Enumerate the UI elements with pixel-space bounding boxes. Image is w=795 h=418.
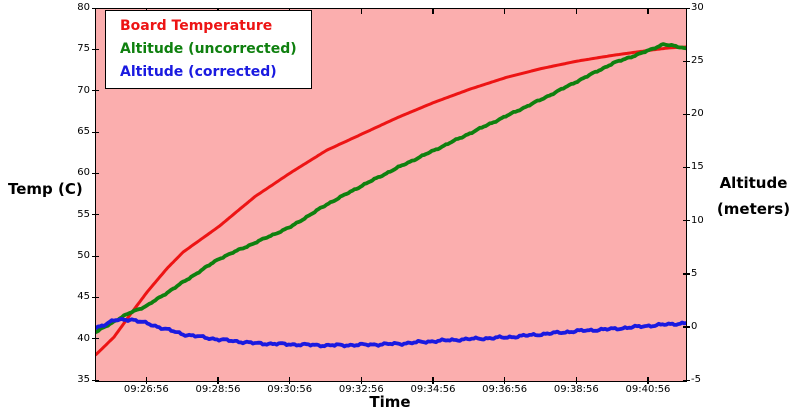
x-tick-mark xyxy=(360,377,363,384)
y-axis-title-left: Temp (C) xyxy=(8,180,83,198)
y-left-tick-label: 70 xyxy=(77,84,90,96)
y-left-tick-label: 60 xyxy=(77,167,90,179)
x-tick-label: 09:28:56 xyxy=(195,384,241,395)
x-tick-mark xyxy=(217,377,219,384)
x-tick-mark xyxy=(647,377,649,384)
y-right-tick-mark xyxy=(682,113,690,116)
y-left-tick-mark xyxy=(92,338,99,340)
series-line-2 xyxy=(96,316,686,349)
legend: Board Temperature Altitude (uncorrected)… xyxy=(105,10,312,89)
y-right-tick-label: 5 xyxy=(691,267,698,279)
y-left-tick-label: 75 xyxy=(77,43,90,55)
x-tick-label: 09:40:56 xyxy=(625,384,671,395)
x-tick-mark-top xyxy=(360,9,363,14)
y-right-tick-mark xyxy=(682,326,690,328)
y-right-tick-label: 25 xyxy=(691,55,704,67)
legend-item-altitude-uncorrected: Altitude (uncorrected) xyxy=(120,38,297,61)
x-tick-mark xyxy=(432,377,434,384)
y-axis-title-right-line2: (meters) xyxy=(716,200,791,218)
legend-item-board-temperature: Board Temperature xyxy=(120,15,297,38)
y-left-tick-mark xyxy=(92,7,99,9)
y-right-tick-label: 20 xyxy=(691,108,704,120)
y-left-tick-label: 80 xyxy=(77,2,90,13)
legend-label: Altitude (uncorrected) xyxy=(120,41,297,57)
y-right-tick-label: 10 xyxy=(691,214,704,226)
x-tick-label: 09:38:56 xyxy=(553,384,599,395)
x-tick-label: 09:30:56 xyxy=(267,384,313,395)
series-line-1 xyxy=(96,42,686,335)
y-right-tick-mark xyxy=(682,379,690,381)
x-axis-title: Time xyxy=(369,393,411,411)
legend-item-altitude-corrected: Altitude (corrected) xyxy=(120,61,297,84)
y-left-tick-mark xyxy=(92,90,99,92)
y-left-tick-label: 65 xyxy=(77,126,90,137)
y-right-tick-label: 15 xyxy=(691,161,704,173)
y-right-tick-mark xyxy=(682,220,690,222)
y-left-tick-mark xyxy=(92,214,99,216)
y-left-tick-label: 45 xyxy=(77,291,90,303)
y-left-tick-label: 55 xyxy=(77,208,90,220)
y-axis-title-right: Altitude (meters) xyxy=(712,170,795,222)
y-left-tick-mark xyxy=(92,296,99,299)
y-left-tick-mark xyxy=(92,48,99,51)
y-right-tick-label: -5 xyxy=(691,374,701,385)
x-tick-mark-top xyxy=(504,9,506,14)
x-tick-mark xyxy=(145,377,148,384)
y-right-tick-label: 0 xyxy=(691,320,698,332)
y-right-tick-mark xyxy=(682,60,690,62)
y-axis-title-right-line1: Altitude xyxy=(719,174,788,192)
y-left-tick-mark xyxy=(92,379,99,381)
y-left-tick-mark xyxy=(92,255,99,257)
series-line-0 xyxy=(96,45,686,356)
x-tick-label: 09:26:56 xyxy=(123,384,169,395)
x-tick-mark-top xyxy=(432,9,434,14)
y-left-tick-mark xyxy=(92,131,99,133)
y-right-tick-mark xyxy=(682,166,690,169)
x-tick-label: 09:32:56 xyxy=(338,384,384,395)
x-tick-mark-top xyxy=(647,9,649,14)
y-right-tick-label: 30 xyxy=(691,2,704,13)
y-right-tick-mark xyxy=(682,273,690,275)
y-left-tick-label: 35 xyxy=(77,374,90,385)
y-left-tick-mark xyxy=(92,172,99,175)
legend-label: Altitude (corrected) xyxy=(120,64,277,80)
y-left-tick-label: 40 xyxy=(77,332,90,344)
x-tick-label: 09:34:56 xyxy=(410,384,456,395)
x-tick-mark xyxy=(575,377,577,384)
y-left-tick-label: 50 xyxy=(77,250,90,261)
legend-label: Board Temperature xyxy=(120,18,273,34)
x-tick-label: 09:36:56 xyxy=(482,384,528,395)
x-tick-mark xyxy=(289,377,291,384)
chart-canvas xyxy=(96,42,686,356)
x-tick-mark xyxy=(504,377,506,384)
x-tick-mark-top xyxy=(575,9,577,14)
y-right-tick-mark xyxy=(682,7,690,9)
